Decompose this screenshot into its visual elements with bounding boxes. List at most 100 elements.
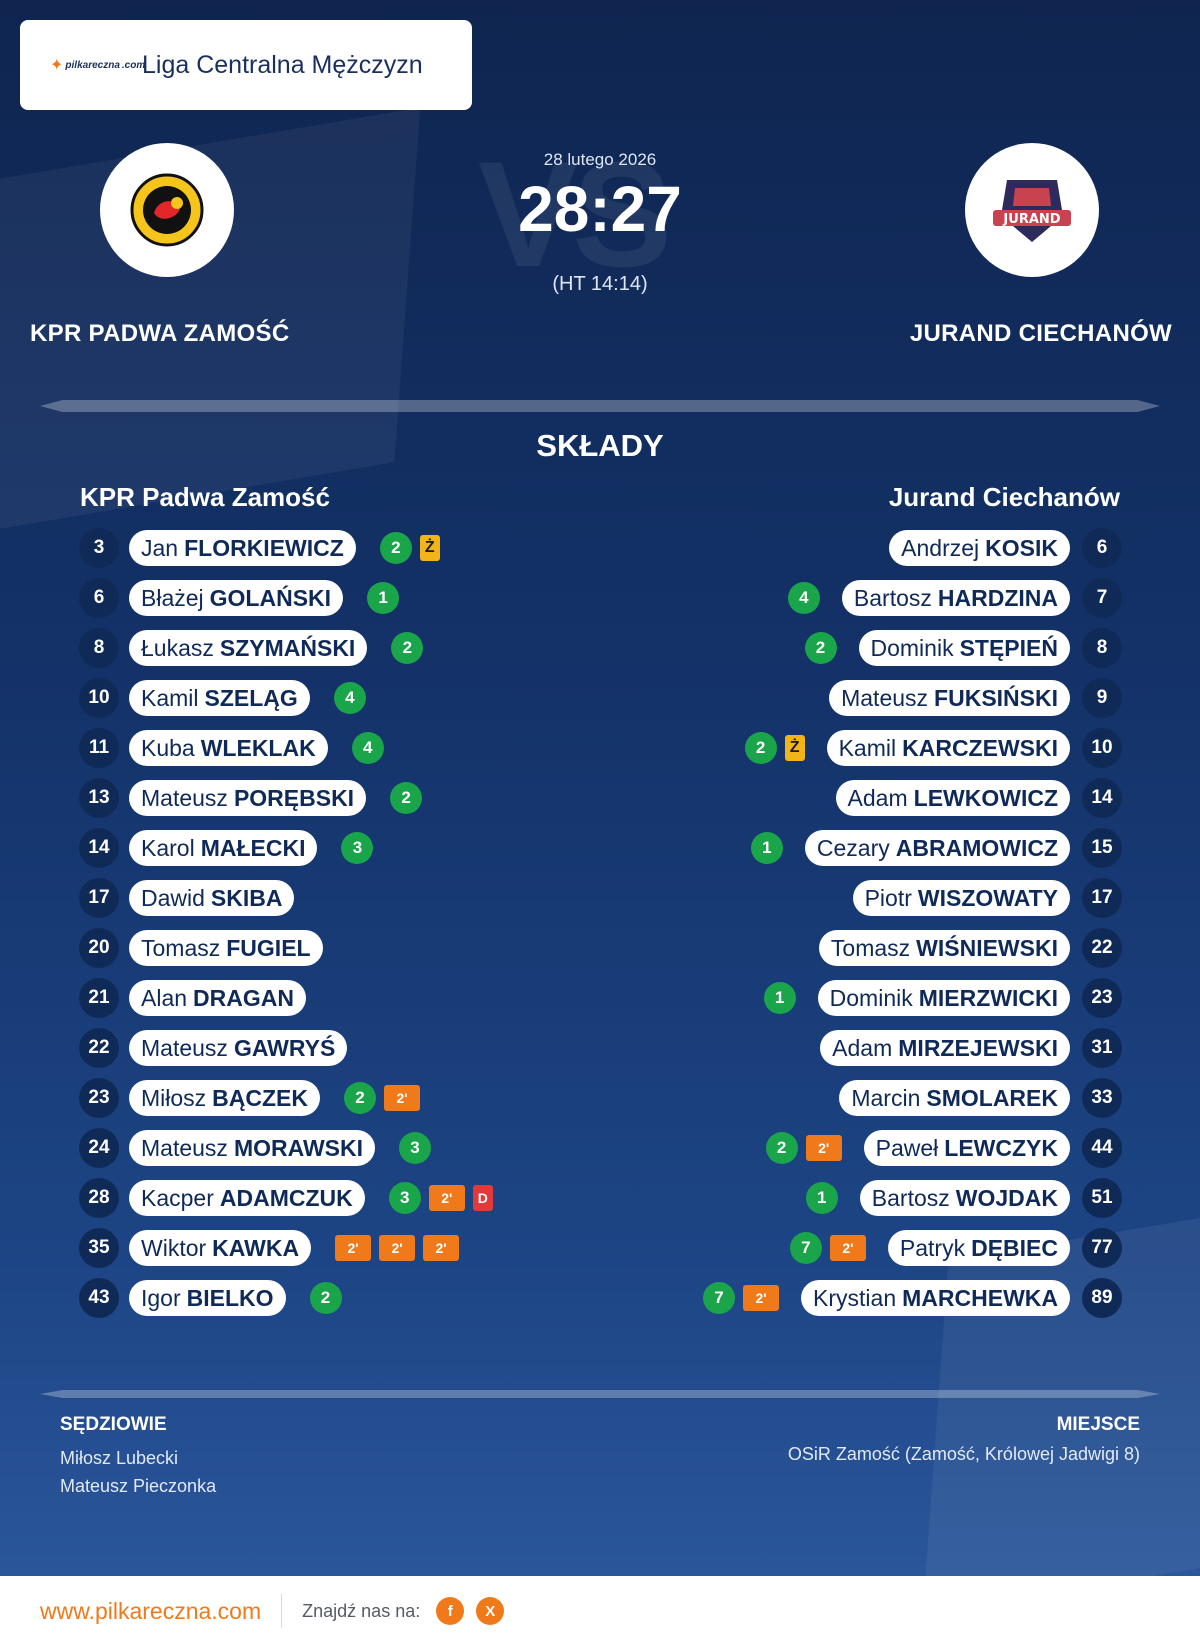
player-row: 10 Kamil SZELĄG 4 xyxy=(0,673,600,723)
player-events: 1 xyxy=(750,832,783,864)
player-last-name: GAWRYŚ xyxy=(233,1034,336,1061)
goals-badge: 7 xyxy=(703,1282,736,1314)
player-number: 7 xyxy=(1082,578,1122,618)
player-name: Dominik STĘPIEŃ xyxy=(858,630,1070,666)
player-first-name: Karol xyxy=(141,834,195,861)
player-first-name: Kacper xyxy=(141,1184,214,1211)
player-last-name: SZELĄG xyxy=(204,684,298,711)
player-name: Łukasz SZYMAŃSKI xyxy=(129,630,368,666)
player-name: Mateusz GAWRYŚ xyxy=(129,1030,348,1066)
player-events: 2 2' xyxy=(344,1082,421,1114)
player-events: 2 xyxy=(309,1282,342,1314)
x-icon[interactable]: X xyxy=(476,1597,505,1625)
away-team-logo: JURAND xyxy=(965,143,1099,277)
player-last-name: SZYMAŃSKI xyxy=(219,634,356,661)
player-number: 13 xyxy=(79,778,119,818)
player-row: 11 Kuba WLEKLAK 4 xyxy=(0,723,600,773)
goals-badge: 2 xyxy=(391,632,424,664)
player-name: Cezary ABRAMOWICZ xyxy=(804,830,1070,866)
goals-badge: 1 xyxy=(367,582,400,614)
player-name: Kamil KARCZEWSKI xyxy=(826,730,1070,766)
site-link[interactable]: www.pilkareczna.com xyxy=(40,1597,262,1624)
player-row: 43 Igor BIELKO 2 xyxy=(0,1273,600,1323)
goals-badge: 1 xyxy=(805,1182,838,1214)
goals-badge: 2 xyxy=(744,732,777,764)
player-last-name: GOLAŃSKI xyxy=(209,584,332,611)
player-last-name: MIRZEJEWSKI xyxy=(898,1034,1058,1061)
logo-sub: .com xyxy=(121,59,146,71)
player-number: 21 xyxy=(79,978,119,1018)
player-last-name: LEWCZYK xyxy=(944,1134,1058,1161)
player-name: Tomasz WIŚNIEWSKI xyxy=(818,930,1070,966)
player-events: 4 xyxy=(351,732,384,764)
suspension-badge: 2' xyxy=(805,1135,842,1161)
player-number: 17 xyxy=(79,878,119,918)
referee-name: Mateusz Pieczonka xyxy=(60,1476,217,1496)
player-last-name: KARCZEWSKI xyxy=(902,734,1058,761)
bottom-bar: www.pilkareczna.com Znajdź nas na: f X xyxy=(0,1576,1200,1646)
home-lineup: 3 Jan FLORKIEWICZ 2 Ż 6 Błażej GOLAŃSKI 1 8 Łukasz… xyxy=(0,523,600,1323)
player-row: 8 Łukasz SZYMAŃSKI 2 xyxy=(0,623,600,673)
logo-text: pilkareczna xyxy=(65,59,120,71)
player-first-name: Kamil xyxy=(141,684,199,711)
logo-mark-icon: ✦ xyxy=(50,57,64,74)
player-first-name: Krystian xyxy=(813,1284,897,1311)
goals-badge: 4 xyxy=(333,682,366,714)
facebook-icon[interactable]: f xyxy=(436,1597,465,1625)
player-number: 14 xyxy=(79,828,119,868)
league-header: ✦ pilkareczna .com Liga Centralna Mężczy… xyxy=(20,20,472,110)
find-us-label: Znajdź nas na: xyxy=(302,1600,421,1621)
player-row: Marcin SMOLAREK 33 xyxy=(600,1073,1200,1123)
player-row: 6 Błażej GOLAŃSKI 1 xyxy=(0,573,600,623)
player-row: Piotr WISZOWATY 17 xyxy=(600,873,1200,923)
goals-badge: 2 xyxy=(804,632,837,664)
player-name: Adam LEWKOWICZ xyxy=(835,780,1070,816)
player-name: Marcin SMOLAREK xyxy=(839,1080,1070,1116)
player-last-name: WLEKLAK xyxy=(200,734,316,761)
final-score: 28:27 xyxy=(518,173,682,245)
player-name: Dawid SKIBA xyxy=(129,880,295,916)
goals-badge: 2 xyxy=(379,532,412,564)
player-name: Adam MIRZEJEWSKI xyxy=(820,1030,1070,1066)
player-first-name: Igor xyxy=(141,1284,181,1311)
player-name: Wiktor KAWKA xyxy=(129,1230,312,1266)
player-events: 3 xyxy=(341,832,374,864)
goals-badge: 2 xyxy=(390,782,423,814)
player-last-name: WIŚNIEWSKI xyxy=(916,934,1058,961)
player-number: 17 xyxy=(1082,878,1122,918)
goals-badge: 1 xyxy=(763,982,796,1014)
goals-badge: 1 xyxy=(750,832,783,864)
player-row: 2 Dominik STĘPIEŃ 8 xyxy=(600,623,1200,673)
player-name: Dominik MIERZWICKI xyxy=(817,980,1070,1016)
player-number: 15 xyxy=(1082,828,1122,868)
goals-badge: 2 xyxy=(344,1082,377,1114)
player-name: Kuba WLEKLAK xyxy=(129,730,328,766)
player-row: 28 Kacper ADAMCZUK 3 2' D xyxy=(0,1173,600,1223)
player-last-name: WOJDAK xyxy=(955,1184,1058,1211)
yellow-card-badge: Ż xyxy=(419,535,440,561)
player-last-name: PORĘBSKI xyxy=(233,784,355,811)
player-events: 4 xyxy=(787,582,820,614)
player-name: Karol MAŁECKI xyxy=(129,830,318,866)
player-number: 11 xyxy=(79,728,119,768)
player-row: 2 Ż Kamil KARCZEWSKI 10 xyxy=(600,723,1200,773)
player-row: 1 Cezary ABRAMOWICZ 15 xyxy=(600,823,1200,873)
suspension-badge: 2' xyxy=(335,1235,372,1261)
player-last-name: SMOLAREK xyxy=(926,1084,1058,1111)
suspension-badge: 2' xyxy=(384,1085,421,1111)
player-row: 23 Miłosz BĄCZEK 2 2' xyxy=(0,1073,600,1123)
player-first-name: Marcin xyxy=(851,1084,921,1111)
player-events: 2' 2' 2' xyxy=(335,1235,460,1261)
lineups-title: SKŁADY xyxy=(536,428,664,463)
player-last-name: BĄCZEK xyxy=(212,1084,309,1111)
player-last-name: DĘBIEC xyxy=(971,1234,1058,1261)
player-name: Kamil SZELĄG xyxy=(129,680,310,716)
player-last-name: BIELKO xyxy=(186,1284,274,1311)
player-number: 23 xyxy=(79,1078,119,1118)
player-name: Igor BIELKO xyxy=(129,1280,286,1316)
player-first-name: Mateusz xyxy=(841,684,929,711)
vs-watermark: VS xyxy=(478,130,672,298)
goals-badge: 3 xyxy=(388,1182,421,1214)
